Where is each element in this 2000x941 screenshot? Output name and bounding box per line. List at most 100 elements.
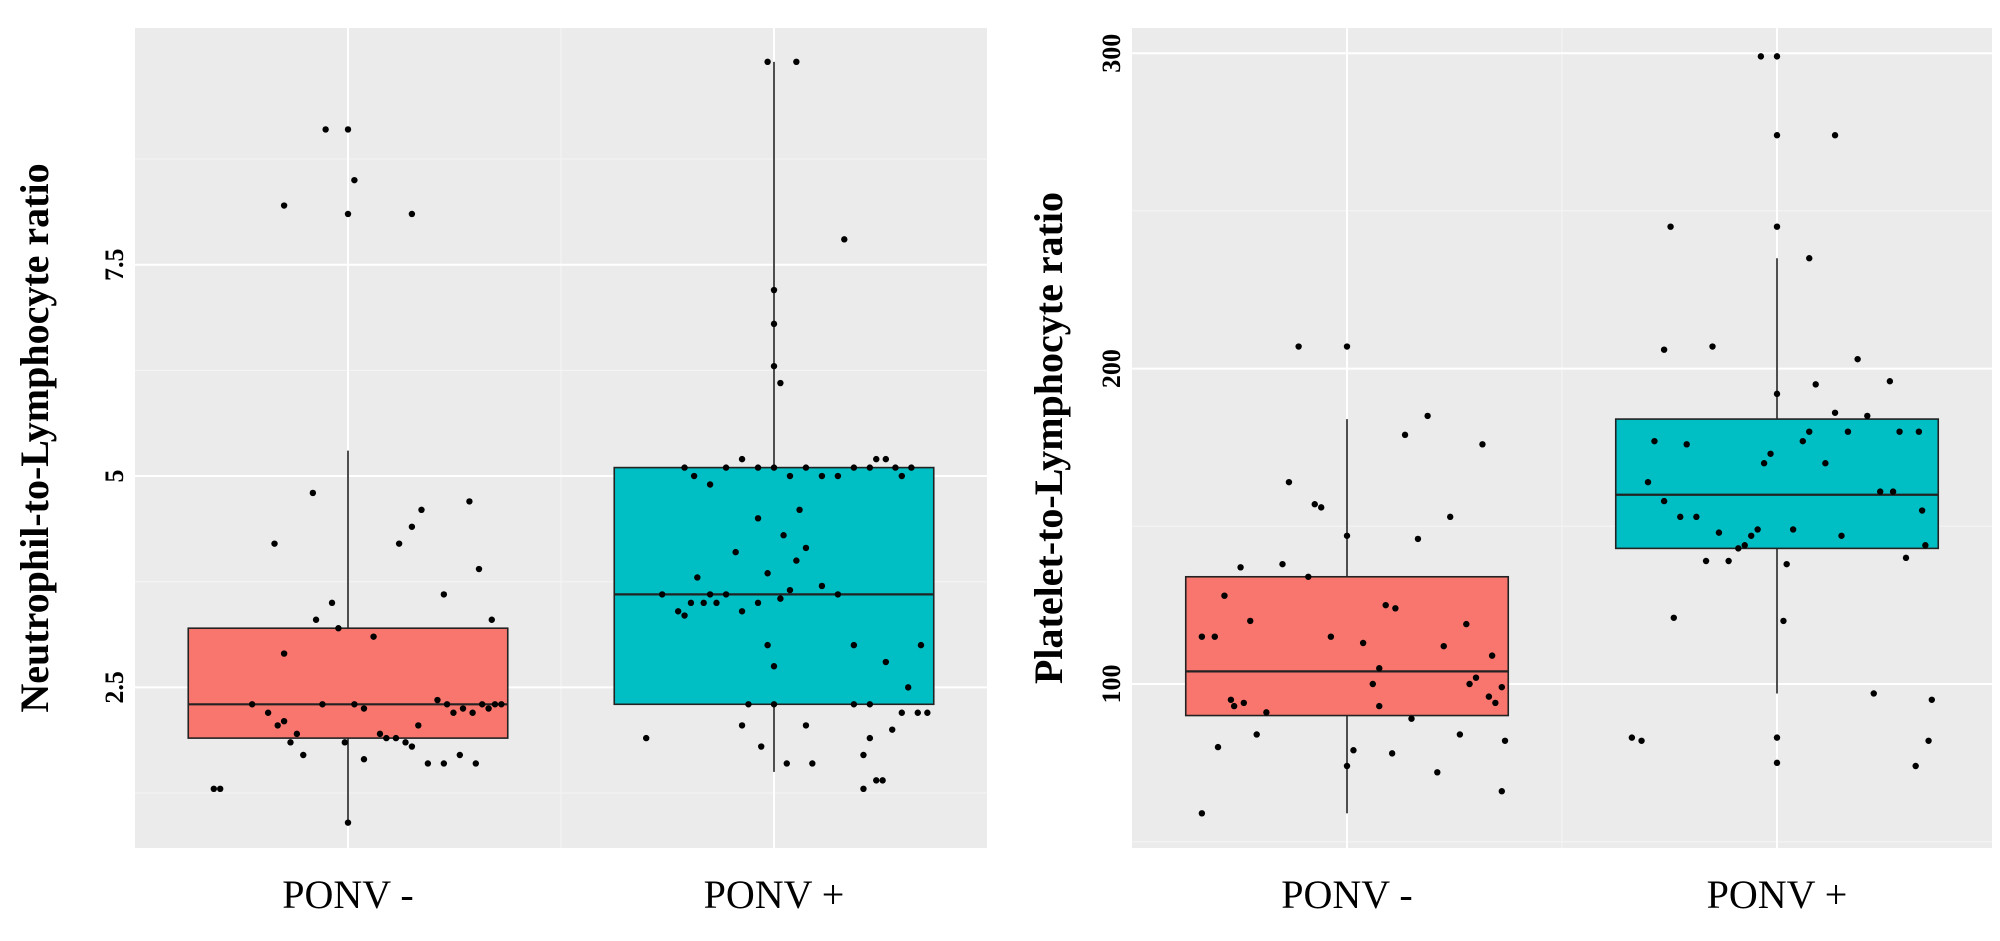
plr-data-point [1670, 614, 1678, 621]
plr-data-point [1498, 683, 1506, 691]
plr-data-point [1844, 428, 1852, 435]
nlr-data-point [732, 548, 739, 556]
nlr-data-point [690, 472, 698, 480]
nlr-data-point [210, 785, 218, 793]
nlr-data-point [866, 734, 874, 742]
nlr-data-point [681, 464, 688, 471]
nlr-data-point [818, 472, 826, 480]
nlr-data-point [780, 532, 787, 539]
nlr-data-point [809, 760, 816, 767]
nlr-data-point [777, 379, 784, 387]
nlr-data-point [335, 625, 342, 632]
plr-data-point [1414, 535, 1422, 543]
nlr-data-point [395, 540, 403, 547]
plr-data-point [1877, 488, 1884, 495]
nlr-data-point [738, 722, 746, 729]
nlr-data-point [841, 236, 848, 243]
plr-data-point [1359, 639, 1367, 647]
nlr-data-point [491, 701, 499, 708]
plr-data-point [1440, 642, 1447, 650]
nlr-data-point [924, 709, 931, 716]
plr-data-point [1896, 428, 1903, 435]
nlr-data-point [783, 760, 790, 767]
nlr-data-point [217, 785, 224, 793]
plr-data-point [1754, 526, 1761, 533]
plr-data-point [1214, 743, 1222, 751]
nlr-data-point [764, 641, 771, 649]
plr-data-point [1693, 513, 1700, 521]
plr-data-point [1864, 412, 1871, 420]
nlr-panel: 2.5 5 7.5 PONV - PONV + Neutrophil-to-Lymphoc… [12, 28, 987, 917]
plr-data-point [1198, 633, 1206, 640]
plr-data-point [1741, 542, 1748, 549]
nlr-data-point [643, 734, 650, 742]
nlr-data-point [402, 739, 409, 746]
nlr-data-point [738, 455, 746, 463]
nlr-data-point [908, 464, 915, 471]
plr-data-point [1735, 545, 1742, 552]
plr-data-point [1472, 674, 1480, 681]
plr-data-point [1912, 762, 1919, 770]
plr-data-point [1466, 680, 1473, 688]
nlr-data-point [376, 730, 384, 738]
plr-data-point [1424, 412, 1431, 420]
nlr-data-point [860, 751, 867, 759]
plr-data-point [1773, 390, 1781, 398]
plr-data-point [1350, 747, 1357, 754]
nlr-data-point [341, 739, 349, 746]
nlr-data-point [443, 701, 451, 708]
nlr-x-category-label: PONV - [282, 872, 414, 917]
nlr-data-point [745, 701, 752, 708]
plr-data-point [1757, 53, 1765, 60]
plr-data-point [1715, 529, 1723, 536]
nlr-data-point [485, 705, 492, 712]
nlr-data-point [440, 760, 448, 767]
nlr-data-point [770, 663, 778, 670]
nlr-y-tick-label: 7.5 [100, 248, 129, 281]
plr-data-point [1485, 693, 1493, 700]
nlr-data-point [738, 608, 746, 615]
plr-data-point [1812, 381, 1819, 388]
nlr-data-point [770, 701, 778, 708]
plr-data-point [1773, 53, 1781, 60]
plr-data-point [1783, 560, 1790, 568]
nlr-data-point [722, 591, 730, 598]
nlr-data-point [904, 684, 912, 691]
plr-data-point [1725, 557, 1732, 565]
nlr-x-category-label: PONV + [704, 872, 845, 917]
plr-data-point [1677, 513, 1684, 521]
nlr-data-point [469, 709, 476, 716]
nlr-data-point [344, 819, 352, 826]
plr-y-tick-label: 200 [1097, 349, 1126, 388]
nlr-data-point [360, 705, 368, 712]
plr-data-point [1463, 620, 1470, 628]
nlr-data-point [802, 464, 810, 471]
plr-data-point [1838, 532, 1845, 539]
plr-data-point [1886, 378, 1894, 385]
nlr-data-point [271, 540, 278, 547]
nlr-data-point [873, 777, 880, 784]
nlr-data-point [344, 126, 352, 133]
nlr-data-point [370, 633, 377, 640]
nlr-data-point [383, 734, 390, 742]
nlr-data-point [694, 574, 701, 581]
nlr-data-point [274, 722, 281, 729]
nlr-data-point [450, 709, 457, 716]
plr-data-point [1305, 573, 1312, 580]
nlr-data-point [889, 726, 896, 733]
nlr-data-point [498, 701, 505, 708]
nlr-data-point [293, 730, 301, 738]
plr-x-category-label: PONV - [1281, 872, 1413, 917]
nlr-data-point [866, 464, 874, 471]
plr-data-point [1773, 223, 1781, 230]
nlr-data-point [793, 58, 800, 66]
plr-data-point [1683, 441, 1690, 448]
plr-data-point [1369, 680, 1377, 688]
nlr-data-point [786, 586, 794, 594]
nlr-data-point [770, 320, 778, 328]
plr-x-category-label: PONV + [1707, 872, 1848, 917]
nlr-data-point [478, 701, 486, 708]
plr-data-point [1822, 460, 1829, 467]
nlr-data-point [488, 616, 495, 623]
plr-y-tick-label: 300 [1097, 34, 1126, 73]
